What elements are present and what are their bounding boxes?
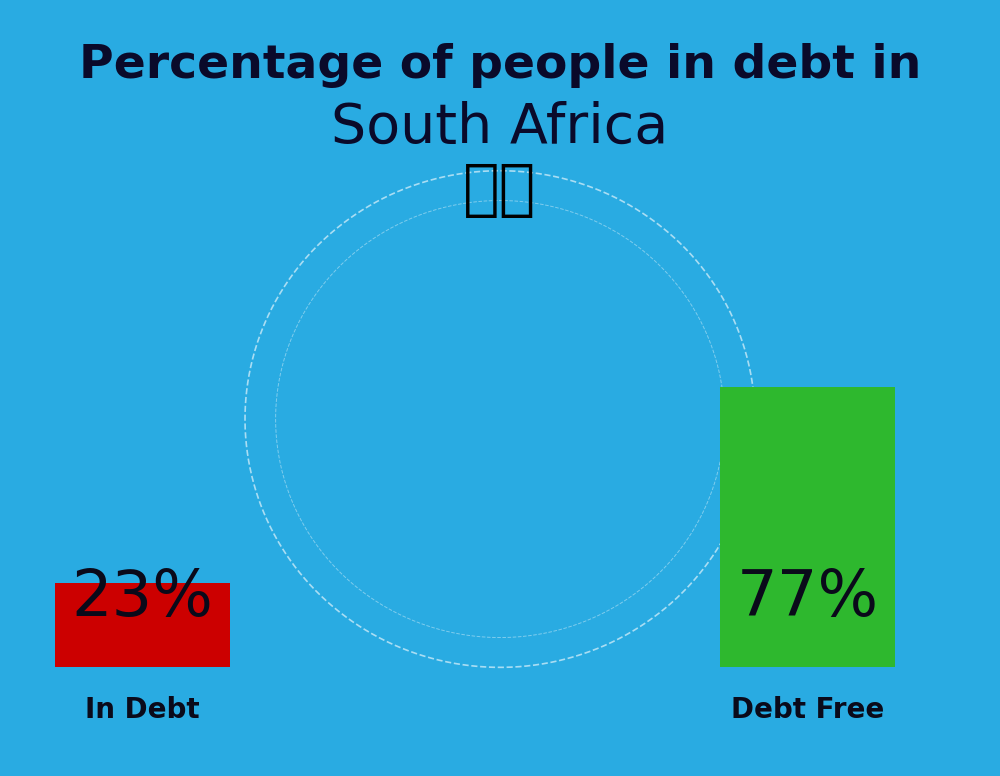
Text: 23%: 23% [72, 566, 213, 629]
Text: In Debt: In Debt [85, 696, 200, 724]
FancyBboxPatch shape [55, 584, 230, 667]
Text: Debt Free: Debt Free [731, 696, 884, 724]
Text: 77%: 77% [736, 566, 879, 629]
Text: South Africa: South Africa [331, 101, 669, 155]
Text: 🇿🇦: 🇿🇦 [463, 161, 537, 220]
FancyBboxPatch shape [720, 386, 895, 667]
Text: Percentage of people in debt in: Percentage of people in debt in [79, 43, 921, 88]
